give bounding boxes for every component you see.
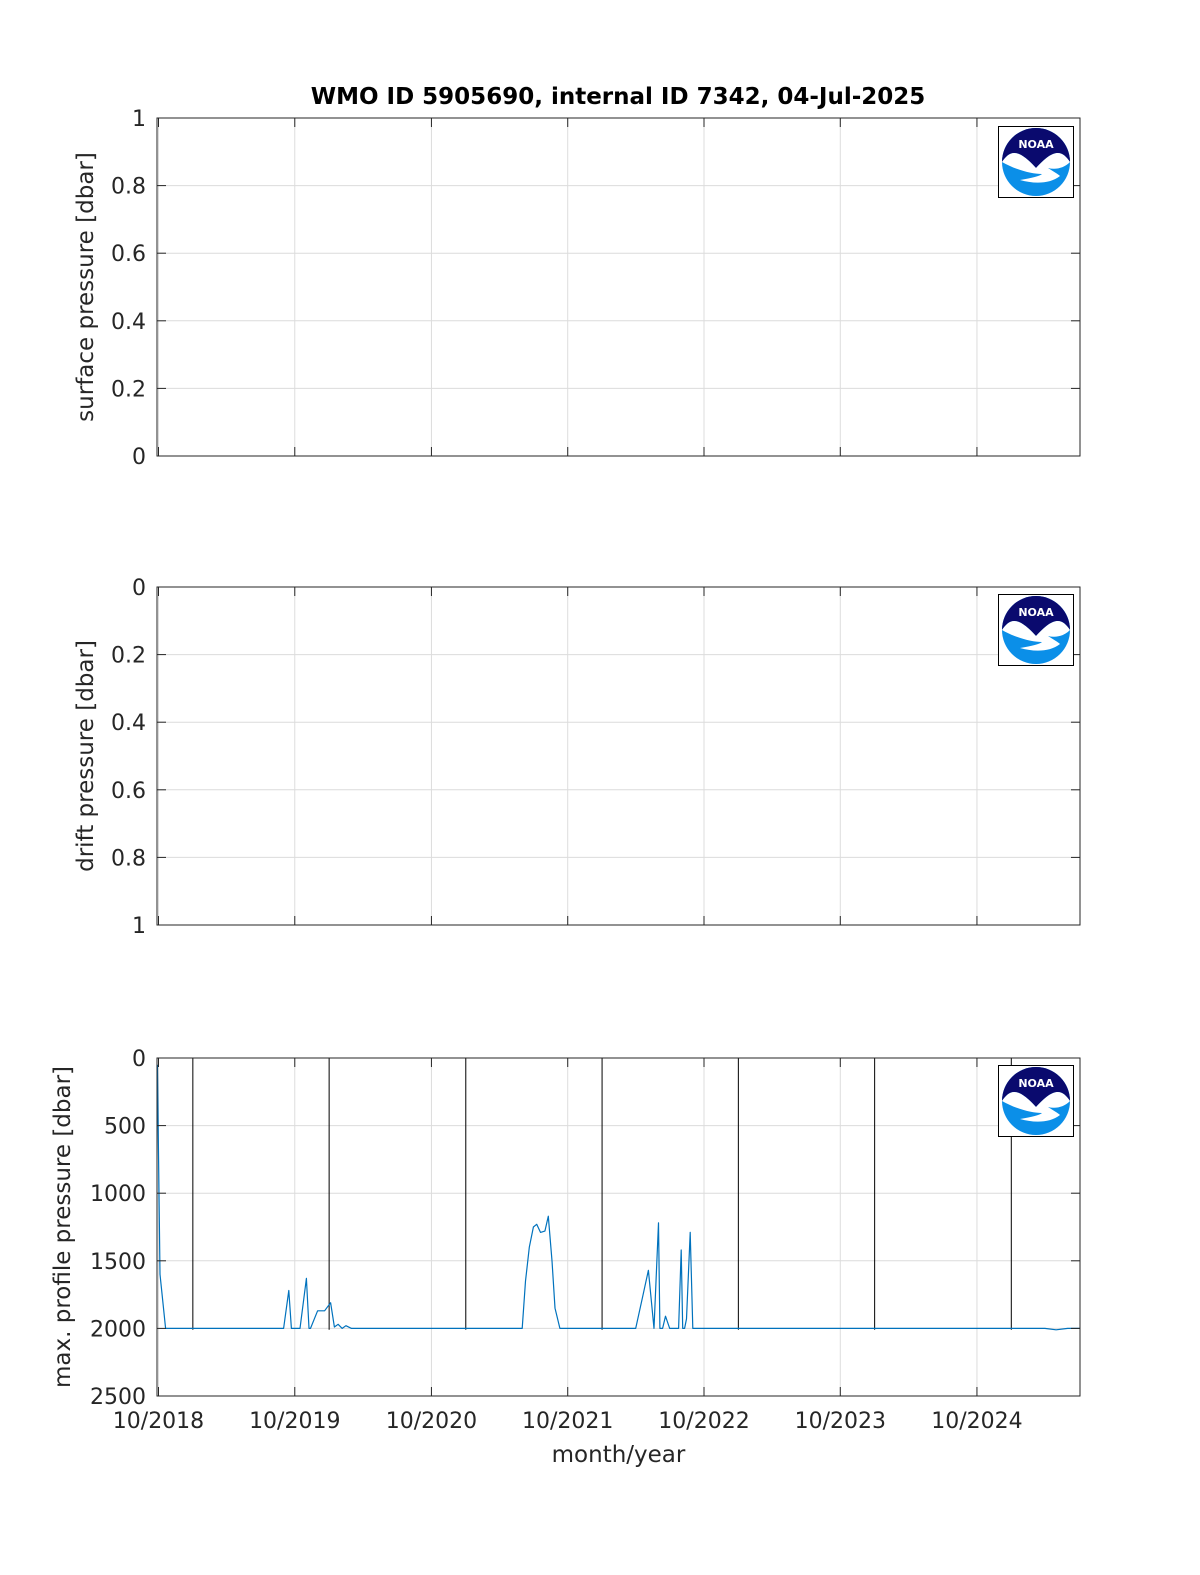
- y-tick-label: 2500: [90, 1385, 146, 1410]
- drift-pressure-axes-box: [156, 586, 1081, 926]
- y-tick-label: 1: [132, 914, 146, 939]
- y-tick-label: 0.2: [111, 644, 146, 669]
- y-tick-label: 0.8: [111, 175, 146, 200]
- y-tick-label: 0.6: [111, 242, 146, 267]
- y-tick-label: 2000: [90, 1317, 146, 1342]
- series-line: [156, 1064, 1080, 1331]
- y-tick-label: 1: [132, 107, 146, 132]
- y-tick-label: 0: [132, 1047, 146, 1072]
- y-tick-label: 0.4: [111, 711, 146, 736]
- x-tick-label: 10/2020: [386, 1409, 477, 1434]
- figure-title: WMO ID 5905690, internal ID 7342, 04-Jul…: [311, 84, 926, 110]
- surface-pressure-axes-box: [156, 117, 1081, 457]
- y-tick-label: 0: [132, 445, 146, 470]
- y-tick-label: 1000: [90, 1182, 146, 1207]
- noaa-logo-icon: NOAA: [998, 126, 1074, 198]
- noaa-logo-icon: NOAA: [998, 1065, 1074, 1137]
- drift-pressure-ylabel: drift pressure [dbar]: [73, 640, 99, 872]
- max-profile-pressure-axes: 10/2018 10/2019 10/2020 10/2021 10/2022 10/20…: [50, 1047, 1081, 1468]
- noaa-logo-text: NOAA: [1018, 1077, 1054, 1090]
- y-tick-label: 500: [104, 1115, 146, 1140]
- drift-pressure-axes: 0 0.2 0.4 0.6 0.8 1 drift pressure [dbar]: [73, 576, 1081, 939]
- x-tick-label: 10/2023: [795, 1409, 886, 1434]
- max-profile-pressure-ylabel: max. profile pressure [dbar]: [50, 1066, 76, 1388]
- max-profile-pressure-plot-area: [157, 1058, 1080, 1396]
- y-tick-label: 0.8: [111, 846, 146, 871]
- y-tick-label: 0: [132, 576, 146, 601]
- y-tick-label: 0.2: [111, 377, 146, 402]
- surface-pressure-axes: 0 0.2 0.4 0.6 0.8 1 surface pressure [dbar]: [73, 107, 1081, 470]
- x-tick-label: 10/2018: [113, 1409, 204, 1434]
- y-tick-label: 1500: [90, 1250, 146, 1275]
- max-profile-pressure-axes-box: [156, 1057, 1081, 1397]
- y-tick-label: 0.4: [111, 310, 146, 335]
- x-axis-label: month/year: [552, 1442, 686, 1468]
- y-tick-label: 0.6: [111, 779, 146, 804]
- noaa-logo-text: NOAA: [1018, 138, 1054, 151]
- noaa-logo-text: NOAA: [1018, 606, 1054, 619]
- surface-pressure-plot-area: [157, 118, 1080, 456]
- drift-pressure-plot-area: [157, 587, 1080, 925]
- x-tick-label: 10/2019: [249, 1409, 340, 1434]
- x-tick-label: 10/2021: [522, 1409, 613, 1434]
- x-tick-label: 10/2022: [658, 1409, 749, 1434]
- noaa-logo-icon: NOAA: [998, 594, 1074, 666]
- surface-pressure-ylabel: surface pressure [dbar]: [73, 152, 99, 422]
- x-tick-label: 10/2024: [931, 1409, 1022, 1434]
